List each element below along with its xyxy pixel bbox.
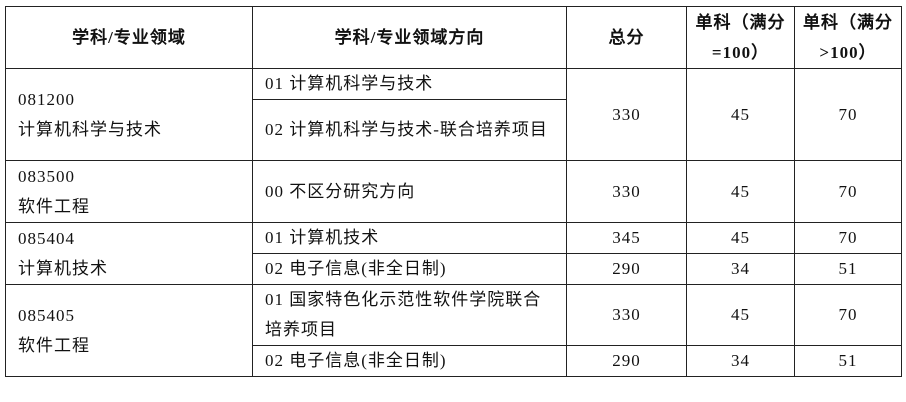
discipline-cell: 085404 计算机技术	[5, 222, 253, 285]
single-over-100-cell: 70	[794, 222, 902, 254]
direction-cell: 01 计算机技术	[252, 222, 567, 254]
discipline-cell: 081200 计算机科学与技术	[5, 68, 253, 161]
table-row: 083500 软件工程 00 不区分研究方向 330 45 70	[5, 160, 902, 223]
single-over-100-cell: 70	[794, 160, 902, 223]
total-cell: 330	[566, 284, 687, 346]
score-table: 学科/专业领域 学科/专业领域方向 总分 单科（满分=100） 单科（满分>10…	[5, 6, 902, 377]
header-single-over-100: 单科（满分>100）	[794, 6, 902, 69]
total-cell: 330	[566, 160, 687, 223]
direction-cell: 02 计算机科学与技术-联合培养项目	[252, 99, 567, 161]
header-row: 学科/专业领域 学科/专业领域方向 总分 单科（满分=100） 单科（满分>10…	[5, 6, 902, 69]
table-row: 081200 计算机科学与技术 01 计算机科学与技术 330 45 70	[5, 68, 902, 161]
total-cell: 330	[566, 68, 687, 161]
table-row: 02 电子信息(非全日制) 290 34 51	[6, 253, 902, 285]
single-100-cell: 34	[686, 253, 795, 285]
single-100-cell: 34	[686, 345, 795, 377]
table-row: 02 电子信息(非全日制) 290 34 51	[6, 345, 902, 377]
single-over-100-cell: 70	[794, 284, 902, 346]
single-over-100-cell: 70	[794, 68, 902, 161]
total-cell: 290	[566, 345, 687, 377]
header-single-100: 单科（满分=100）	[686, 6, 795, 69]
single-100-cell: 45	[686, 160, 795, 223]
direction-cell: 01 国家特色化示范性软件学院联合培养项目	[252, 284, 567, 346]
single-100-cell: 45	[686, 222, 795, 254]
single-100-cell: 45	[686, 284, 795, 346]
direction-cell: 02 电子信息(非全日制)	[252, 345, 567, 377]
single-over-100-cell: 51	[794, 345, 902, 377]
total-cell: 345	[566, 222, 687, 254]
single-100-cell: 45	[686, 68, 795, 161]
direction-cell: 02 电子信息(非全日制)	[252, 253, 567, 285]
direction-cell: 01 计算机科学与技术	[252, 68, 567, 100]
direction-cell: 00 不区分研究方向	[252, 160, 567, 223]
header-direction: 学科/专业领域方向	[252, 6, 567, 69]
discipline-cell: 085405 软件工程	[5, 284, 253, 377]
table-row: 085404 计算机技术 01 计算机技术 345 45 70	[5, 222, 902, 285]
single-over-100-cell: 51	[794, 253, 902, 285]
table-row: 02 计算机科学与技术-联合培养项目	[6, 99, 902, 161]
total-cell: 290	[566, 253, 687, 285]
header-discipline: 学科/专业领域	[5, 6, 253, 69]
discipline-cell: 083500 软件工程	[5, 160, 253, 223]
table-row: 085405 软件工程 01 国家特色化示范性软件学院联合培养项目 330 45 …	[5, 284, 902, 377]
header-total: 总分	[566, 6, 687, 69]
